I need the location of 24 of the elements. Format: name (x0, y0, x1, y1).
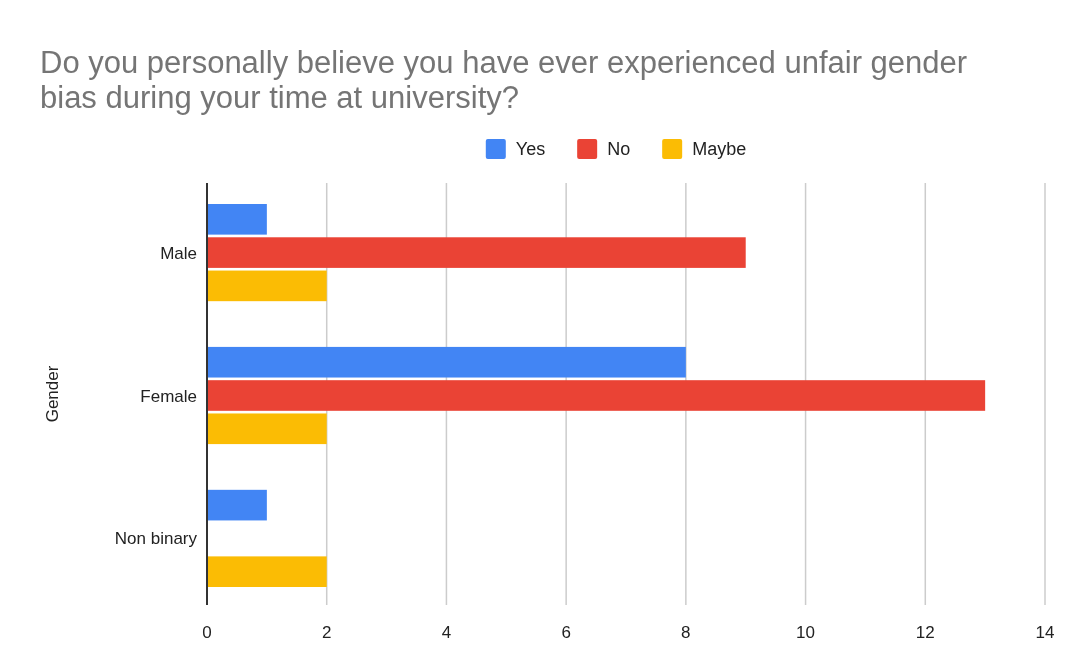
x-tick-label: 12 (915, 623, 935, 642)
legend-label: Maybe (692, 139, 747, 159)
x-tick-label: 10 (796, 623, 816, 642)
y-tick-label: Male (160, 243, 197, 263)
bar (207, 489, 267, 521)
bar (207, 237, 746, 268)
x-tick-label: 0 (202, 623, 212, 642)
x-tick-label: 2 (321, 623, 332, 642)
x-tick-label: 14 (1035, 623, 1055, 642)
y-axis-title: Gender (43, 365, 62, 423)
legend-label: Yes (515, 139, 546, 159)
y-tick-label: Female (140, 386, 197, 406)
bar (207, 346, 686, 378)
legend-label: No (607, 139, 631, 159)
bar (207, 556, 327, 587)
bar (207, 413, 327, 445)
chart-title: Do you personally believe you have ever experienced unfair gender bias during your time at university? (40, 45, 968, 115)
x-tick-label: 8 (681, 623, 691, 642)
x-tick-label: 4 (441, 623, 452, 642)
bar (207, 270, 327, 302)
x-tick-label: 6 (561, 623, 571, 642)
bar (207, 204, 267, 235)
bar (207, 380, 986, 411)
y-tick-label: Non binary (114, 529, 198, 549)
